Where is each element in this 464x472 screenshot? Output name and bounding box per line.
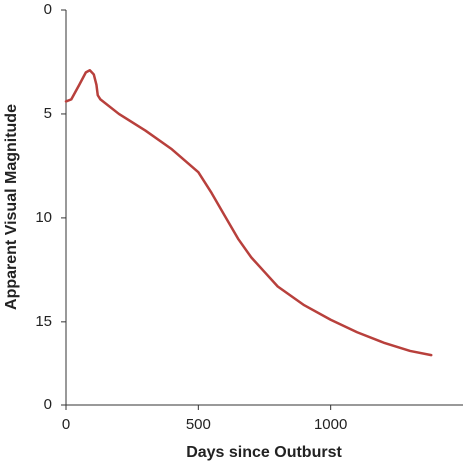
x-axis-title: Days since Outburst xyxy=(186,444,342,461)
line-series xyxy=(64,69,433,357)
y-tick-label: 0 xyxy=(44,396,52,413)
y-tick-label: 10 xyxy=(35,209,52,226)
y-tick-label: 15 xyxy=(35,313,52,330)
y-tick-label: 0 xyxy=(44,1,52,18)
x-tick-label: 500 xyxy=(186,416,211,433)
x-tick-label: 1000 xyxy=(314,416,347,433)
y-tick-label: 5 xyxy=(44,105,52,122)
y-axis-title: Apparent Visual Magnitude xyxy=(3,104,20,310)
x-tick-label: 0 xyxy=(62,416,70,433)
